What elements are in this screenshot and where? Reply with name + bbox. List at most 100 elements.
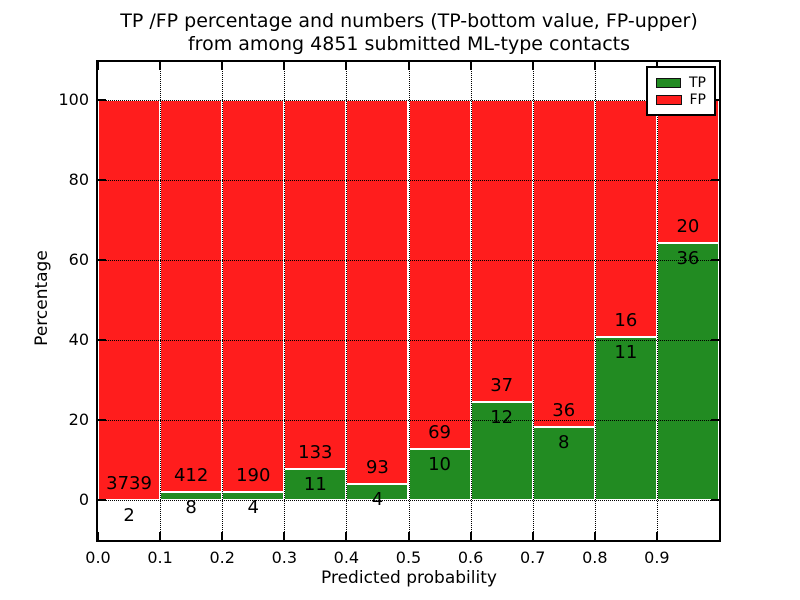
tp-bar-segment — [594, 337, 657, 500]
y-tick — [98, 499, 106, 501]
x-tick-label: 0.0 — [85, 548, 111, 567]
x-tick-label: 0.7 — [519, 548, 546, 567]
x-tick — [407, 532, 410, 540]
x-tick-label: 0.8 — [582, 548, 608, 567]
fp-count-label: 37 — [490, 375, 514, 397]
y-tick — [98, 419, 106, 421]
fp-legend-swatch-icon — [656, 94, 682, 105]
x-tick-label: 0.3 — [271, 548, 298, 567]
x-tick — [159, 532, 162, 540]
y-tick — [711, 339, 719, 341]
y-tick — [711, 419, 719, 421]
fp-count-label: 36 — [552, 400, 576, 422]
tp-count-label: 36 — [676, 247, 700, 269]
x-tick — [593, 532, 596, 540]
chart-title-line1: TP /FP percentage and numbers (TP-bottom… — [120, 10, 698, 32]
x-tick — [531, 532, 534, 540]
h-gridline — [98, 500, 719, 501]
x-tick — [283, 532, 286, 540]
x-tick — [221, 62, 224, 70]
x-axis-label: Predicted probability — [321, 568, 497, 588]
legend-item-fp: FP — [656, 91, 706, 108]
v-gridline — [656, 62, 658, 540]
x-tick — [345, 62, 348, 70]
y-tick-label: 40 — [68, 330, 89, 349]
y-tick-label: 60 — [68, 250, 89, 269]
tp-bar-segment — [408, 449, 471, 500]
fp-count-label: 3739 — [106, 472, 152, 494]
x-tick — [469, 532, 472, 540]
fp-bar-segment — [532, 100, 595, 428]
fp-count-label: 20 — [676, 215, 700, 237]
chart-title: TP /FP percentage and numbers (TP-bottom… — [96, 10, 722, 56]
fp-bar-segment — [594, 100, 657, 338]
x-tick-label: 0.1 — [147, 548, 173, 567]
tp-legend-swatch-icon — [656, 77, 681, 88]
v-gridline — [470, 62, 472, 540]
fp-count-label: 412 — [173, 465, 209, 487]
fp-bar-segment — [160, 100, 223, 493]
fp-bar-segment — [284, 100, 347, 470]
x-tick-label: 0.5 — [395, 548, 422, 567]
fp-count-label: 190 — [236, 464, 271, 486]
h-gridline — [98, 420, 719, 421]
tp-count-label: 4 — [247, 496, 259, 518]
x-tick — [655, 532, 658, 540]
y-tick — [711, 179, 719, 181]
x-tick-label: 0.2 — [209, 548, 235, 567]
tp-count-label: 11 — [303, 474, 327, 496]
x-tick-label: 0.6 — [457, 548, 484, 567]
x-tick — [531, 62, 534, 70]
x-tick-label: 0.9 — [644, 548, 670, 567]
y-tick — [711, 259, 719, 261]
v-gridline — [284, 62, 286, 540]
x-tick — [593, 62, 596, 70]
y-tick-label: 80 — [68, 170, 89, 189]
x-tick — [469, 62, 472, 70]
tp-bar-segment — [656, 242, 719, 500]
legend-label-fp: FP — [689, 91, 707, 108]
tp-count-label: 8 — [185, 497, 197, 519]
y-tick-label: 100 — [58, 90, 89, 109]
v-gridline — [346, 62, 348, 540]
x-tick — [97, 532, 99, 540]
tp-count-label: 12 — [490, 407, 514, 429]
x-tick — [345, 532, 348, 540]
y-tick-label: 20 — [68, 410, 89, 429]
tp-count-label: 2 — [123, 504, 135, 526]
fp-count-label: 133 — [298, 442, 333, 464]
y-tick — [98, 339, 106, 341]
y-tick — [98, 179, 106, 181]
x-tick-label: 0.4 — [333, 548, 360, 567]
legend-label-tp: TP — [689, 74, 706, 91]
fp-count-label: 69 — [428, 422, 451, 444]
x-tick — [407, 62, 410, 70]
y-axis-label: Percentage — [32, 250, 52, 346]
h-gridline — [98, 340, 719, 341]
fp-bar-segment — [470, 100, 533, 403]
x-tick — [97, 62, 99, 70]
v-gridline — [594, 62, 596, 540]
v-gridline — [160, 62, 162, 540]
fp-bar-segment — [98, 100, 161, 500]
tp-count-label: 4 — [371, 488, 384, 510]
h-gridline — [98, 260, 719, 261]
x-tick — [283, 62, 286, 70]
h-gridline — [98, 180, 719, 181]
tp-bar-segment — [284, 469, 347, 500]
fp-bar-segment — [222, 100, 285, 492]
fp-count-label: 93 — [365, 456, 389, 478]
fp-bar-segment — [346, 100, 409, 484]
x-tick — [221, 532, 224, 540]
legend-item-tp: TP — [656, 74, 706, 91]
tp-count-label: 11 — [614, 342, 638, 364]
x-tick — [159, 62, 162, 70]
h-gridline — [98, 100, 719, 101]
v-gridline — [532, 62, 534, 540]
fp-count-label: 16 — [614, 310, 638, 332]
y-tick — [98, 99, 106, 101]
y-tick — [711, 499, 719, 501]
y-tick-label: 0 — [78, 490, 89, 509]
tp-count-label: 8 — [558, 432, 570, 454]
